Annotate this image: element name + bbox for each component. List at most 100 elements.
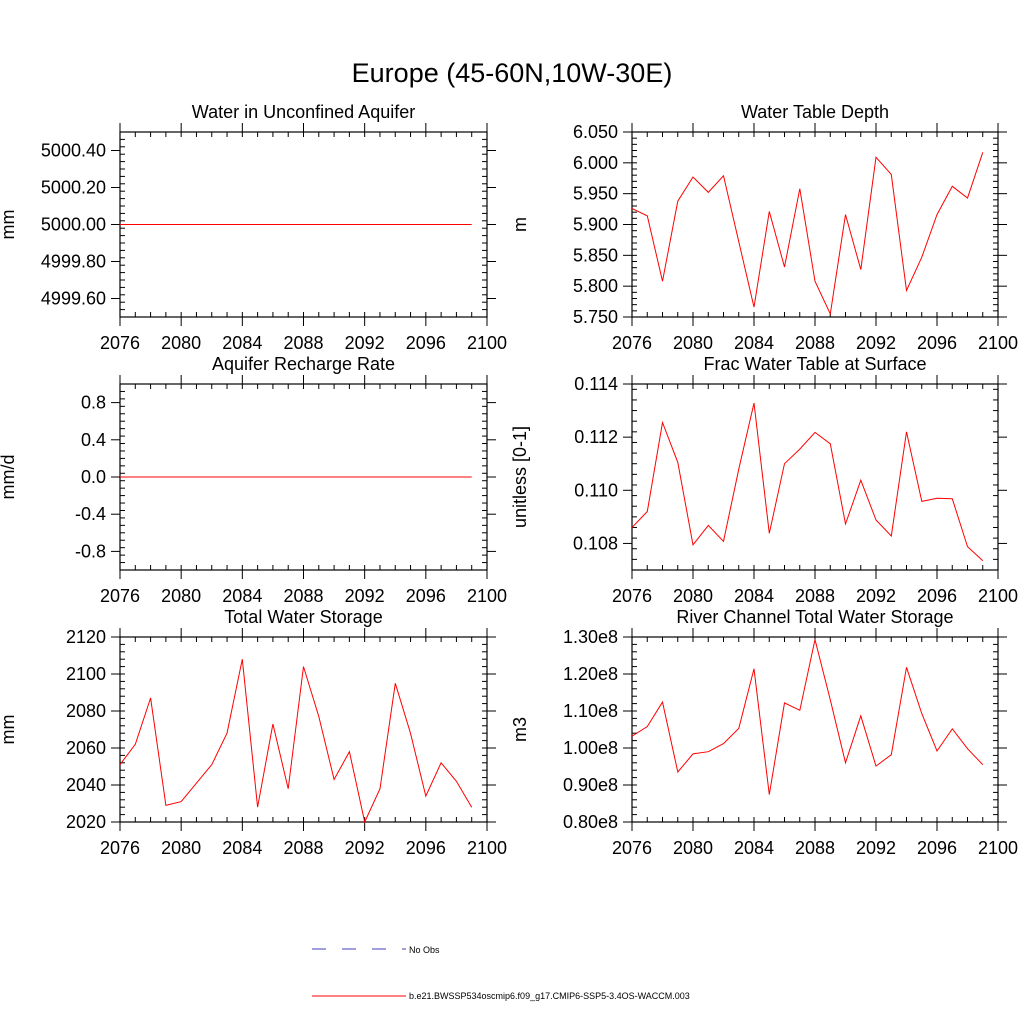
x-tick-label: 2088 <box>283 838 323 858</box>
x-tick-label: 2076 <box>612 586 652 606</box>
y-axis-label: mm <box>0 715 18 745</box>
x-tick-label: 2092 <box>345 838 385 858</box>
y-tick-label: 6.050 <box>573 122 618 142</box>
y-tick-label: 5000.40 <box>41 141 106 161</box>
series-line <box>631 639 984 795</box>
legend: No Obs b.e21.BWSSP534oscmip6.f09_g17.CMI… <box>312 945 690 1001</box>
x-tick-label: 2092 <box>856 838 896 858</box>
x-tick-label: 2080 <box>673 333 713 353</box>
panel-6: River Channel Total Water Storage m3 2076 2… <box>510 607 1018 858</box>
plot-frame <box>631 636 999 823</box>
series-line <box>631 402 984 562</box>
x-tick-label: 2088 <box>795 586 835 606</box>
series-line <box>119 659 473 824</box>
y-tick-label: 1.00e8 <box>563 738 618 758</box>
panel-3: Aquifer Recharge Rate mm/d 2076 2080 2084 208… <box>0 354 507 606</box>
y-tick-label: 1.30e8 <box>563 627 618 647</box>
x-tick-label: 2092 <box>345 586 385 606</box>
panel-1: Water in Unconfined Aquifer mm 2076 2080 208… <box>0 102 507 353</box>
x-tick-label: 2100 <box>467 838 507 858</box>
x-tick-label: 2076 <box>100 333 140 353</box>
main-title: Europe (45-60N,10W-30E) <box>352 58 673 88</box>
panels: Water in Unconfined Aquifer mm 2076 2080 208… <box>0 102 1018 858</box>
panel-title: River Channel Total Water Storage <box>676 607 953 627</box>
x-tick-label: 2080 <box>673 586 713 606</box>
x-tick-label: 2084 <box>734 586 774 606</box>
y-tick-label: 0.108 <box>573 533 618 553</box>
y-tick-label: 1.20e8 <box>563 664 618 684</box>
y-tick-label: 0.112 <box>574 427 618 447</box>
x-tick-label: 2096 <box>917 838 957 858</box>
y-tick-label: 5.900 <box>573 215 618 235</box>
x-tick-label: 2084 <box>222 586 262 606</box>
x-tick-label: 2084 <box>222 838 262 858</box>
plot-frame <box>631 383 999 571</box>
x-tick-label: 2096 <box>917 586 957 606</box>
x-tick-label: 2076 <box>612 333 652 353</box>
y-axis-label: mm/d <box>0 455 18 500</box>
x-tick-label: 2092 <box>345 333 385 353</box>
y-tick-label: 2040 <box>66 775 106 795</box>
y-axis-label: m3 <box>510 717 530 742</box>
x-tick-label: 2092 <box>856 586 896 606</box>
y-tick-label: 0.8 <box>81 393 106 413</box>
x-tick-label: 2076 <box>100 838 140 858</box>
x-tick-label: 2100 <box>467 333 507 353</box>
y-tick-label: 0.110 <box>574 480 618 500</box>
panel-2: Water Table Depth m 2076 2080 2084 2088 2092 20… <box>510 102 1018 353</box>
y-tick-label: 2120 <box>66 627 106 647</box>
y-tick-label: 4999.80 <box>41 252 106 272</box>
y-tick-label: 4999.60 <box>41 289 106 309</box>
x-tick-label: 2080 <box>161 586 201 606</box>
y-tick-label: 2060 <box>66 738 106 758</box>
y-tick-label: -0.8 <box>75 541 106 561</box>
x-tick-label: 2080 <box>161 838 201 858</box>
y-tick-label: 1.10e8 <box>563 701 618 721</box>
panel-5: Total Water Storage mm 2076 2080 2084 2088 209… <box>0 607 507 858</box>
x-tick-label: 2076 <box>100 586 140 606</box>
panel-title: Water Table Depth <box>741 102 889 122</box>
x-tick-label: 2076 <box>612 838 652 858</box>
plot-frame <box>119 636 488 823</box>
panel-4: Frac Water Table at Surface unitless [0-1… <box>510 354 1018 606</box>
y-tick-label: 6.000 <box>573 153 618 173</box>
legend-obs-label: No Obs <box>409 945 440 955</box>
series-line <box>631 152 984 316</box>
y-tick-label: 2080 <box>66 701 106 721</box>
plot-frame <box>631 131 999 318</box>
y-tick-label: 5.950 <box>573 184 618 204</box>
y-tick-label: 5000.00 <box>41 215 106 235</box>
y-axis-label: mm <box>0 210 18 240</box>
x-tick-label: 2100 <box>978 586 1018 606</box>
y-tick-label: 0.114 <box>574 374 618 394</box>
y-tick-label: 0.90e8 <box>563 775 618 795</box>
y-tick-label: 5.800 <box>573 276 618 296</box>
x-tick-label: 2100 <box>978 333 1018 353</box>
y-tick-label: 0.80e8 <box>563 812 618 832</box>
y-tick-label: 2020 <box>66 812 106 832</box>
x-tick-label: 2080 <box>161 333 201 353</box>
x-tick-label: 2100 <box>467 586 507 606</box>
x-tick-label: 2096 <box>917 333 957 353</box>
y-tick-label: 5.750 <box>573 307 618 327</box>
panel-title: Frac Water Table at Surface <box>703 354 926 374</box>
y-tick-label: -0.4 <box>75 504 106 524</box>
panel-title: Water in Unconfined Aquifer <box>192 102 415 122</box>
x-tick-label: 2096 <box>406 838 446 858</box>
x-tick-label: 2084 <box>734 838 774 858</box>
x-tick-label: 2088 <box>283 586 323 606</box>
x-tick-label: 2096 <box>406 333 446 353</box>
y-axis-label: unitless [0-1] <box>510 426 530 528</box>
y-tick-label: 0.0 <box>81 467 106 487</box>
x-tick-label: 2080 <box>673 838 713 858</box>
x-tick-label: 2084 <box>734 333 774 353</box>
y-tick-label: 2100 <box>66 664 106 684</box>
y-axis-label: m <box>510 217 530 232</box>
x-tick-label: 2096 <box>406 586 446 606</box>
x-tick-label: 2088 <box>795 333 835 353</box>
x-tick-label: 2088 <box>283 333 323 353</box>
panel-title: Total Water Storage <box>224 607 382 627</box>
panel-title: Aquifer Recharge Rate <box>212 354 395 374</box>
x-tick-label: 2084 <box>222 333 262 353</box>
